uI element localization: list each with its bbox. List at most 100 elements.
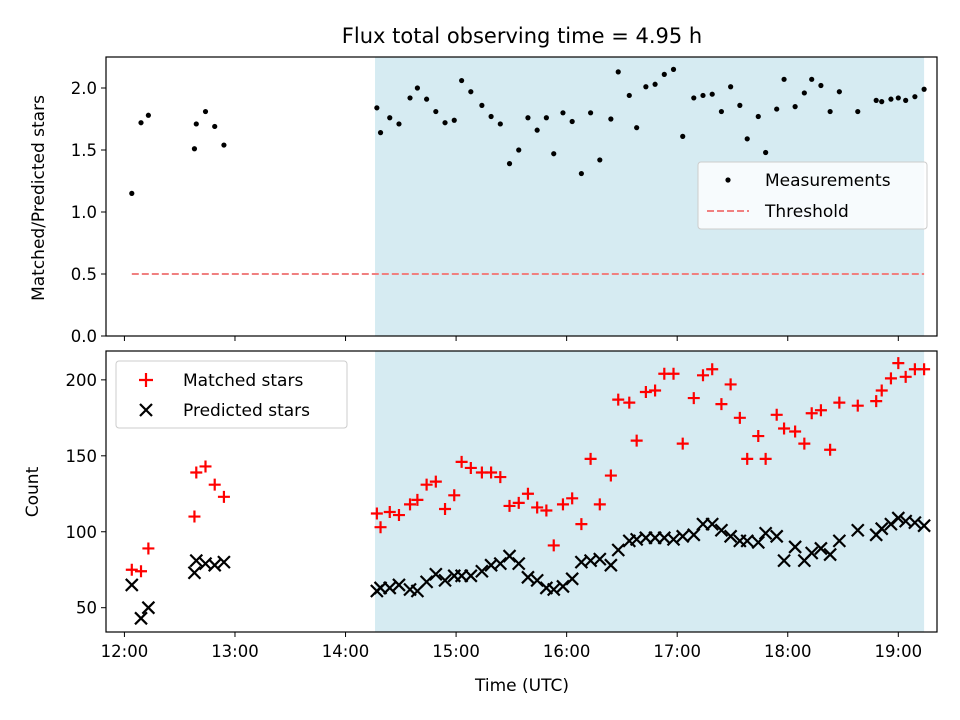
x-tick-label: 17:00	[653, 642, 701, 661]
matched-star-point	[464, 461, 477, 474]
measurement-point	[912, 94, 918, 100]
measurement-point	[709, 91, 715, 97]
measurement-point	[774, 106, 780, 112]
measurement-point	[728, 84, 734, 90]
measurement-point	[459, 77, 465, 84]
predicted-star-point	[675, 529, 690, 544]
measurement-point	[634, 125, 640, 131]
predicted-star-point	[187, 565, 202, 580]
measurement-point	[801, 90, 807, 96]
predicted-star-point	[419, 575, 434, 589]
x-tick-label: 15:00	[432, 642, 480, 661]
predicted-star-point	[788, 540, 802, 554]
predicted-star-point	[705, 517, 719, 531]
predicted-star-point	[874, 521, 889, 536]
x-axis-label: Time (UTC)	[474, 676, 569, 696]
predicted-star-point	[125, 578, 139, 592]
x-tick-label: 19:00	[875, 642, 923, 661]
predicted-star-point	[804, 546, 819, 560]
predicted-star-point	[493, 556, 508, 571]
matched-star-point	[383, 506, 396, 519]
y-tick-label: 150	[66, 447, 98, 466]
matched-star-point	[630, 434, 643, 447]
top-legend-box	[697, 161, 928, 230]
matched-star-point	[639, 386, 652, 399]
measurement-point	[792, 104, 798, 110]
predicted-star-point	[511, 556, 526, 571]
predicted-star-point	[429, 567, 443, 582]
matched-star-point	[884, 372, 897, 385]
matched-star-point	[687, 392, 700, 405]
measurement-point	[138, 120, 144, 126]
predicted-star-point	[217, 555, 231, 569]
measurement-point	[921, 86, 927, 92]
bottom-axes: 50 100 150 200 12:00 13:00 14:00 15:00 16:00 17:0…	[66, 350, 938, 661]
matched-star-point	[770, 408, 783, 421]
legend-plus-marker	[139, 373, 153, 387]
predicted-star-point	[666, 532, 681, 547]
matched-star-point	[706, 363, 719, 376]
predicted-star-point	[546, 582, 561, 597]
predicted-star-point	[382, 581, 397, 595]
measurement-point	[578, 170, 584, 177]
y-tick-label: 1.0	[71, 203, 97, 222]
matched-star-point	[208, 478, 221, 491]
measurement-point	[202, 108, 209, 115]
matched-star-point	[439, 502, 452, 515]
matched-star-point	[547, 539, 560, 552]
matched-star-point	[623, 396, 636, 409]
bottom-shaded-span	[375, 351, 925, 632]
observing-span	[375, 351, 925, 632]
bot-axes-frame	[105, 350, 938, 633]
matched-star-point	[485, 466, 498, 479]
predicted-star-point	[502, 549, 517, 563]
y-tick-label: 0.0	[71, 327, 97, 346]
matched-star-point	[649, 384, 662, 397]
matched-star-point	[448, 489, 461, 502]
predicted-star-point	[611, 543, 626, 557]
measurement-point	[691, 95, 697, 101]
matched-star-point	[374, 521, 387, 534]
y-tick-label: 0.5	[71, 265, 97, 284]
matched-star-point	[512, 496, 525, 509]
measurement-point	[680, 133, 686, 139]
matched-star-point	[875, 384, 888, 397]
measurement-point	[718, 108, 725, 115]
x-tick-label: 16:00	[543, 642, 591, 661]
measurement-point	[451, 117, 457, 123]
x-tick-label: 12:00	[101, 642, 149, 661]
bottom-panel: 50 100 150 200 12:00 13:00 14:00 15:00 16:00 17:0…	[23, 350, 938, 696]
measurement-point	[781, 76, 787, 82]
predicted-star-point	[751, 535, 766, 550]
measurement-point	[193, 121, 199, 127]
measurement-point	[903, 97, 909, 103]
measurement-point	[387, 115, 393, 121]
matched-star-point	[429, 475, 442, 488]
top-legend: Measurements Threshold	[697, 161, 928, 230]
matched-star-point	[566, 492, 579, 505]
legend-measurements-label: Measurements	[765, 171, 891, 191]
measurement-point	[670, 66, 677, 72]
measurement-point	[543, 115, 549, 121]
matched-star-point	[667, 367, 680, 380]
matched-star-point	[411, 493, 424, 506]
predicted-star-point	[565, 572, 579, 586]
predicted-star-point	[823, 547, 837, 562]
matched-star-point	[135, 565, 148, 578]
measurement-point	[744, 136, 750, 142]
measurement-point	[407, 95, 413, 101]
measurement-point	[516, 147, 522, 153]
matched-star-point	[494, 471, 507, 484]
measurement-point	[700, 92, 706, 99]
matched-star-point	[540, 504, 553, 517]
measurement-point	[809, 76, 815, 82]
matched-star-point	[759, 452, 772, 465]
measurement-point	[479, 102, 485, 108]
matched-star-point	[696, 369, 709, 382]
matched-star-point	[217, 490, 230, 503]
legend-threshold-label: Threshold	[764, 202, 849, 222]
predicted-star-point	[475, 564, 489, 579]
measurement-point	[145, 112, 151, 118]
measurement-point	[551, 151, 557, 157]
